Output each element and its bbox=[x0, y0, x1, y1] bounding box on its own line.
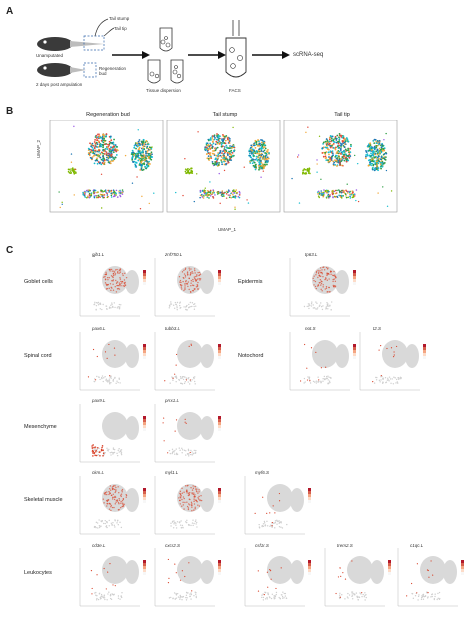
feature-plot bbox=[324, 548, 391, 607]
gene-label: t2.S bbox=[373, 326, 382, 331]
celltype-notochord: Notochord bbox=[238, 353, 264, 359]
umap-plot bbox=[49, 120, 164, 213]
gene-label: cd3e.L bbox=[92, 543, 106, 548]
feature-plot bbox=[289, 258, 356, 317]
feature-plot bbox=[244, 476, 311, 535]
label-tail-tip: Tail tip bbox=[114, 26, 127, 31]
label-days-post: 2 days post ampulation bbox=[36, 82, 83, 87]
umap-title-2: Tail stump bbox=[212, 112, 238, 118]
gene-label: pax6.L bbox=[92, 326, 106, 331]
celltype-mesenchyme: Mesenchyme bbox=[24, 424, 57, 430]
tail-stump-box bbox=[83, 35, 105, 51]
umap-xlabel: UMAP_1 bbox=[218, 227, 237, 232]
panel-b-letter: B bbox=[6, 106, 14, 117]
feature-plot bbox=[154, 404, 221, 463]
feature-plot bbox=[79, 258, 146, 317]
label-facs: FACS bbox=[229, 88, 241, 93]
umap-plot bbox=[283, 120, 398, 213]
regeneration-bud-box bbox=[83, 62, 97, 78]
gene-label: not.S bbox=[305, 326, 316, 331]
feature-plot bbox=[79, 548, 146, 607]
gene-label: cxcr2.S bbox=[165, 543, 181, 548]
celltype-skeletal: Skeletal muscle bbox=[24, 497, 63, 503]
umap-panels: Regeneration bud Tail stump Tail tip bbox=[48, 112, 398, 224]
panel-a-schematic bbox=[37, 18, 290, 84]
gene-label: csf1r.S bbox=[255, 543, 269, 548]
feature-plot bbox=[359, 332, 426, 391]
label-scrna-seq: scRNA-seq bbox=[293, 52, 324, 58]
gene-label: myl1.L bbox=[165, 470, 179, 475]
feature-plot bbox=[397, 548, 464, 607]
gene-label: tubb3.L bbox=[165, 326, 181, 331]
facs-tube-icon bbox=[225, 20, 247, 78]
feature-plot bbox=[154, 548, 221, 607]
label-tail-stump: Tail stump bbox=[109, 16, 130, 21]
umap-title-1: Regeneration bud bbox=[86, 112, 130, 118]
feature-plot bbox=[154, 476, 221, 535]
feature-plot bbox=[289, 332, 356, 391]
celltype-goblet: Goblet cells bbox=[24, 279, 53, 285]
feature-plot bbox=[79, 476, 146, 535]
gene-label: pax9.L bbox=[92, 398, 106, 403]
gene-label: prrx1.L bbox=[165, 398, 180, 403]
feature-plot bbox=[79, 404, 146, 463]
gene-label: tp63.L bbox=[305, 252, 318, 257]
gene-label: myf6.S bbox=[255, 470, 270, 475]
celltype-spinal: Spinal cord bbox=[24, 353, 52, 359]
tadpole-unamputated-icon bbox=[37, 37, 104, 51]
gene-label: znf750.L bbox=[165, 252, 183, 257]
label-tissue-dispersion: Tissue dispersion bbox=[146, 88, 181, 93]
feature-plot bbox=[244, 548, 311, 607]
panel-c-letter: C bbox=[6, 245, 14, 256]
feature-plot bbox=[79, 332, 146, 391]
panel-a-letter: A bbox=[6, 6, 14, 17]
umap-plot bbox=[166, 120, 281, 213]
gene-label: trem2.S bbox=[337, 543, 353, 548]
feature-plot bbox=[154, 332, 221, 391]
celltype-leukocytes: Leukocytes bbox=[24, 570, 52, 576]
gene-label: c1qc.L bbox=[410, 543, 424, 548]
gene-label: gjb1.L bbox=[92, 252, 105, 257]
gene-label: ckm.L bbox=[92, 470, 105, 475]
tadpole-amputated-icon bbox=[37, 63, 86, 77]
celltype-epidermis: Epidermis bbox=[238, 279, 263, 285]
umap-title-3: Tail tip bbox=[334, 112, 350, 118]
feature-plot bbox=[154, 258, 221, 317]
label-regeneration-bud: Regeneration bud bbox=[99, 66, 127, 76]
umap-scatter bbox=[49, 120, 398, 213]
label-unamputated: Unamputated bbox=[36, 53, 64, 58]
